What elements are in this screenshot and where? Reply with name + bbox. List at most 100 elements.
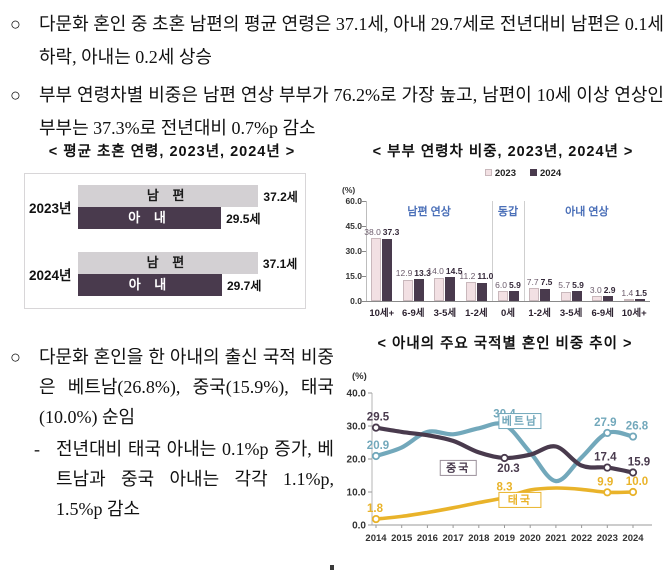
category-label: 1-2세 — [528, 308, 551, 319]
series-name-box — [498, 413, 542, 430]
age-gap-chart-legend: 2023 2024 — [378, 167, 668, 180]
value-2023: 38.0 — [364, 226, 381, 237]
data-point-marker — [603, 488, 612, 497]
value-2023: 5.7 — [558, 280, 571, 291]
husband-bar: 남 편 — [78, 252, 258, 274]
y-axis-unit-label: (%) — [352, 371, 367, 382]
y-axis-line — [366, 201, 367, 301]
data-point-label: 20.9 — [367, 440, 389, 452]
x-tick-label: 2019 — [494, 533, 515, 544]
category-label: 6-9세 — [591, 308, 614, 319]
wife-bar: 아 내 — [78, 274, 222, 296]
category-label: 1-2세 — [465, 308, 488, 319]
value-2023: 6.0 — [495, 280, 507, 290]
bar-value-labels: 38.0 37.3 — [364, 227, 399, 237]
y-tick-label: 0.0 — [350, 296, 362, 306]
y-tick-mark — [362, 201, 366, 202]
bar-2023 — [371, 237, 382, 301]
data-point-marker — [371, 514, 381, 524]
dash-bullet-icon: - — [34, 439, 40, 459]
bar-2023 — [402, 279, 413, 301]
x-tick-label: 2022 — [571, 533, 592, 544]
x-tick-label: 2014 — [365, 533, 387, 544]
bar-row: 남 편 37.1세 — [78, 252, 305, 274]
value-2024: 1.5 — [635, 287, 648, 298]
age-gap-chart-plot: (%) 60.0 45.0 30.0 15.0 0.0 남편 연상 동갑 아내 연상 38.0 37… — [338, 183, 668, 325]
value-2023: 14.0 — [427, 265, 444, 276]
category-label: 6-9세 — [402, 308, 425, 319]
bar-value-labels: 5.7 5.9 — [558, 280, 584, 290]
category-label: 10세+ — [621, 308, 647, 319]
bar-2024 — [603, 296, 614, 301]
data-point-marker — [500, 453, 509, 463]
bar-value-labels: 11.2 11.0 — [459, 271, 493, 281]
year-label: 2023년 — [29, 201, 72, 216]
first-marriage-age-chart: < 평균 초혼 연령, 2023년, 2024년 > 2023년 남 편 37.2세… — [10, 140, 334, 309]
bullet-age-gap-text: 부부 연령차별 비중은 남편 연상 부부가 76.2%로 가장 높고, 남편이 … — [39, 85, 664, 138]
y-tick-label: 15.0 — [345, 271, 362, 281]
value-2024: 13.3 — [414, 267, 431, 278]
bar-2023 — [529, 288, 540, 301]
data-point-label: 29.5 — [367, 412, 390, 424]
bar-value-label: 37.1세 — [262, 256, 298, 271]
bar-2024 — [413, 278, 424, 301]
x-tick-label: 2024 — [622, 533, 644, 544]
bar-2024 — [508, 291, 519, 301]
group-label: 남편 연상 — [407, 206, 451, 218]
data-point-marker — [371, 423, 381, 432]
value-2024: 11.0 — [477, 271, 494, 282]
legend-label-2024: 2024 — [540, 168, 562, 179]
sub-bullet-nationality-change: - 전년대비 태국 아내는 0.1%p 증가, 베트남과 중국 아내는 각각 1… — [8, 434, 334, 524]
x-tick-label: 2018 — [468, 533, 489, 544]
value-2024: 37.3 — [382, 226, 400, 237]
series-name-label: 중국 — [446, 461, 470, 474]
value-2023: 12.9 — [395, 267, 413, 278]
nationality-trend-chart: < 아내의 주요 국적별 혼인 비중 추이 > 40.0 30.0 20.0 10.0… — [338, 332, 672, 558]
series-name-label: 태국 — [508, 492, 532, 506]
legend-label-2023: 2023 — [494, 168, 516, 179]
value-2023: 3.0 — [589, 285, 602, 295]
circle-bullet-icon: ○ — [10, 347, 21, 367]
data-point-marker — [628, 468, 638, 477]
y-tick-mark — [362, 226, 366, 227]
bar-value-label: 29.7세 — [227, 278, 262, 293]
data-point-marker — [603, 428, 612, 438]
circle-bullet-icon: ○ — [10, 85, 21, 105]
bar-row: 남 편 37.2세 — [78, 185, 305, 207]
data-point-label: 8.3 — [497, 482, 513, 494]
data-point-label: 1.8 — [367, 503, 384, 515]
bar-value-labels: 12.9 13.3 — [396, 268, 431, 278]
x-tick-label: 2020 — [520, 533, 541, 544]
bar-group-2024년: 2024년 남 편 37.1세 아 내 29.7세 — [25, 252, 305, 296]
circle-bullet-icon: ○ — [10, 14, 21, 34]
bar-row: 아 내 29.5세 — [78, 207, 305, 229]
bar-value-labels: 14.0 14.5 — [427, 266, 462, 276]
y-tick-label: 0.0 — [352, 521, 366, 532]
value-2023: 11.2 — [459, 271, 476, 282]
data-point-label: 15.9 — [628, 457, 650, 469]
bar-row: 아 내 29.7세 — [78, 274, 305, 296]
data-point-marker — [628, 487, 638, 497]
page-number-fragment — [330, 565, 334, 570]
age-gap-chart: < 부부 연령차 비중, 2023년, 2024년 > 2023 2024 (%… — [338, 140, 668, 325]
y-tick-mark — [362, 276, 366, 277]
bar-2023 — [560, 291, 571, 301]
bar-2024 — [571, 291, 582, 301]
group-separator-line — [492, 201, 494, 301]
bar-group-2023년: 2023년 남 편 37.2세 아 내 29.5세 — [25, 185, 305, 229]
bar-value-label: 29.5세 — [226, 211, 261, 226]
first-marriage-age-chart-plot: 2023년 남 편 37.2세 아 내 29.5세 2024년 남 편 37.1세 아 내 29.… — [24, 173, 306, 309]
bullet-nationality-text: 다문화 혼인을 한 아내의 출신 국적 비중은 베트남(26.8%), 중국(1… — [39, 347, 334, 427]
legend-item-2023: 2023 — [484, 168, 516, 179]
bar-2023 — [623, 298, 634, 301]
bottom-text-block: ○ 다문화 혼인을 한 아내의 출신 국적 비중은 베트남(26.8%), 중국… — [8, 342, 334, 524]
bar-2023 — [592, 296, 603, 301]
bar-2024 — [382, 238, 393, 301]
bar-2023 — [497, 291, 508, 301]
legend-swatch-2023 — [484, 169, 492, 176]
wife-bar: 아 내 — [78, 207, 222, 229]
bar-value-labels: 1.4 1.5 — [621, 288, 647, 298]
bar-value-label: 37.2세 — [263, 189, 298, 204]
series-name-box — [439, 459, 477, 476]
